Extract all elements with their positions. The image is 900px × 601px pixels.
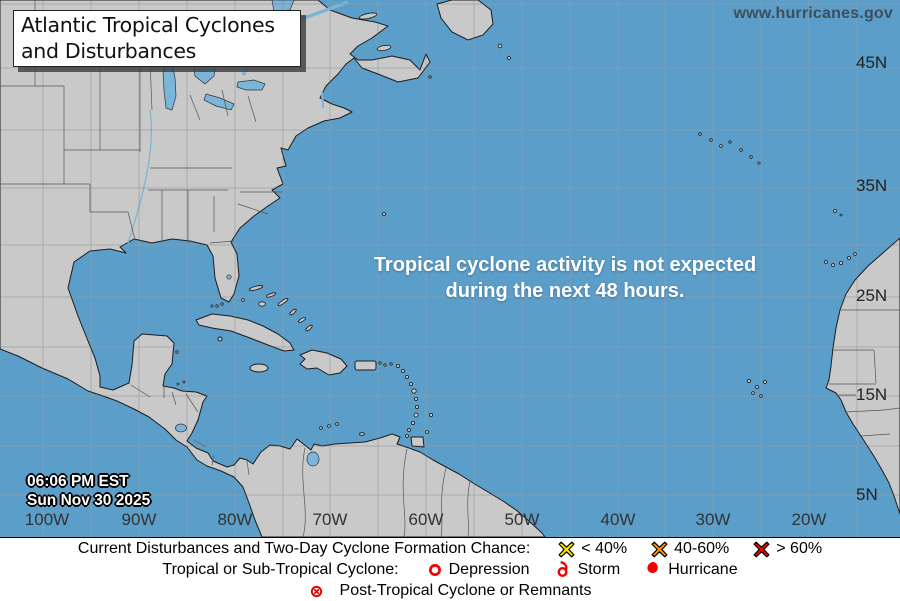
lat-label-45n: 45N xyxy=(856,53,888,72)
outlook-message-line2: during the next 48 hours. xyxy=(445,280,685,302)
outlook-message: Tropical cyclone activity is not expecte… xyxy=(285,252,845,304)
outlook-message-line1: Tropical cyclone activity is not expecte… xyxy=(373,254,757,276)
low-chance-label: < 40% xyxy=(581,540,628,558)
lon-label-90w: 90W xyxy=(121,510,157,529)
map-title-box: Atlantic Tropical Cyclones and Disturban… xyxy=(13,10,301,67)
cyclone-type-label: Tropical or Sub-Tropical Cyclone: xyxy=(162,561,399,579)
atlantic-islands xyxy=(175,132,857,398)
hurricane-label: Hurricane xyxy=(668,561,738,579)
legend-item-depression: Depression xyxy=(427,561,530,579)
map-title-line1: Atlantic Tropical Cyclones xyxy=(21,13,275,37)
map-title-line2: and Disturbances xyxy=(21,38,197,63)
issuance-timestamp: 06:06 PM EST Sun Nov 30 2025 xyxy=(27,472,150,510)
caribbean-islands xyxy=(195,313,425,448)
legend-row-cyclone-types: Tropical or Sub-Tropical Cyclone: Depres… xyxy=(0,561,900,581)
storm-icon xyxy=(554,561,572,579)
formation-chance-label: Current Disturbances and Two-Day Cyclone… xyxy=(77,540,531,558)
legend-item-low-chance: < 40% xyxy=(558,540,627,558)
medium-chance-label: 40-60% xyxy=(674,540,730,558)
country-borders xyxy=(130,309,900,537)
lon-label-50w: 50W xyxy=(504,510,540,529)
lat-label-25n: 25N xyxy=(856,286,888,305)
lon-label-30w: 30W xyxy=(695,510,731,529)
legend: Current Disturbances and Two-Day Cyclone… xyxy=(0,537,900,601)
post-tropical-icon xyxy=(309,584,324,599)
legend-item-storm: Storm xyxy=(554,561,621,579)
post-tropical-label: Post-Tropical Cyclone or Remnants xyxy=(339,582,592,600)
lon-label-80w: 80W xyxy=(217,510,253,529)
high-chance-label: > 60% xyxy=(776,540,823,558)
issuance-time: 06:06 PM EST xyxy=(27,473,129,490)
issuance-date: Sun Nov 30 2025 xyxy=(27,492,151,509)
hurricanes-gov-link[interactable]: www.hurricanes.gov xyxy=(733,5,893,22)
graticule-overlay xyxy=(0,0,900,537)
map-graphic xyxy=(0,0,900,537)
x-mark-yellow-icon xyxy=(558,541,575,558)
legend-row-post-tropical: Post-Tropical Cyclone or Remnants xyxy=(0,582,900,601)
hurricane-icon xyxy=(644,561,662,579)
legend-item-medium-chance: 40-60% xyxy=(651,540,729,558)
lon-label-70w: 70W xyxy=(312,510,348,529)
newfoundland xyxy=(436,0,494,41)
legend-item-post-tropical: Post-Tropical Cyclone or Remnants xyxy=(309,582,592,600)
legend-row-formation-chance: Current Disturbances and Two-Day Cyclone… xyxy=(0,540,900,560)
legend-item-high-chance: > 60% xyxy=(753,540,822,558)
lesser-antilles xyxy=(319,361,433,438)
depression-label: Depression xyxy=(448,561,530,579)
lon-label-60w: 60W xyxy=(408,510,444,529)
bahamas xyxy=(241,285,313,332)
lat-label-5n: 5N xyxy=(856,485,878,504)
ne-islands xyxy=(358,12,511,79)
lat-label-35n: 35N xyxy=(856,176,888,195)
lon-label-20w: 20W xyxy=(791,510,827,529)
atlantic-basin-map: Atlantic Tropical Cyclones and Disturban… xyxy=(0,0,900,537)
lon-label-100w: 100W xyxy=(24,510,70,529)
lat-label-15n: 15N xyxy=(856,385,888,404)
lon-label-40w: 40W xyxy=(600,510,636,529)
x-mark-orange-icon xyxy=(651,541,668,558)
legend-item-hurricane: Hurricane xyxy=(644,561,738,579)
africa-landmass xyxy=(825,237,900,515)
depression-icon xyxy=(427,562,443,578)
storm-label: Storm xyxy=(577,561,621,579)
x-mark-red-icon xyxy=(753,541,770,558)
